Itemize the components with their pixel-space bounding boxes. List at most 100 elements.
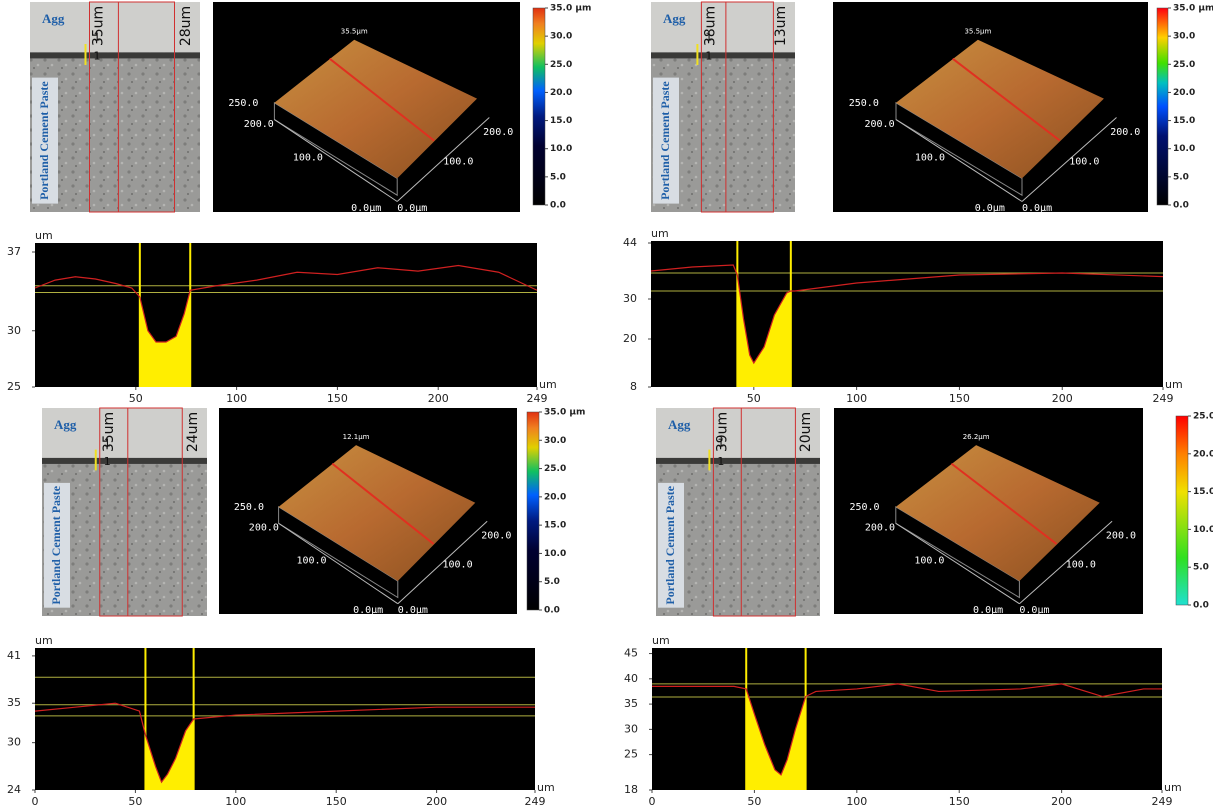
y-axis-label: 100.0 [293, 152, 323, 163]
x-tick-label: 100 [226, 392, 247, 405]
profile-line [650, 264, 1164, 365]
marker-top: 1 [104, 436, 111, 449]
x-tick-label: 249 [1153, 392, 1174, 405]
surface-box [278, 505, 399, 599]
x-unit: um [1164, 781, 1182, 794]
x-tick-label: 100 [846, 392, 867, 405]
z-max-label: 35.5µm [964, 27, 991, 35]
y-axis-label: 250.0 [849, 98, 879, 109]
x-axis-label: 100.0 [443, 157, 473, 168]
y-tick-label: 30 [623, 292, 637, 305]
interface [30, 52, 200, 59]
colorbar-label: 10.0 [1173, 144, 1195, 154]
colorbar-label: 10.0 [550, 144, 572, 154]
y-axis-label: 200.0 [244, 119, 274, 130]
y-axis-label: 200.0 [865, 119, 895, 130]
surface-trace [331, 462, 435, 545]
colorbar-label: 25.0 [550, 60, 572, 70]
colorbar-label: 30.0 [544, 436, 566, 446]
interface [42, 457, 207, 464]
x-tick-label: 249 [525, 795, 546, 808]
axis-y [895, 522, 1020, 605]
y-unit: um [652, 634, 670, 647]
y-axis-label: 100.0 [914, 555, 944, 566]
depth-fill [737, 275, 791, 387]
colorbar-label: 25.0 µm [1193, 412, 1213, 422]
x-axis-label: 0.0µm [398, 605, 428, 616]
marker-bottom: 1 [705, 50, 712, 63]
axis-y [895, 119, 1023, 202]
x-axis-label: 100.0 [1066, 560, 1096, 571]
colorbar-label: 5.0 [550, 172, 566, 182]
y-tick-label: 45 [624, 647, 638, 660]
y-axis-label: 250.0 [228, 98, 258, 109]
z-max-label: 12.1µm [343, 433, 370, 441]
colorbar [526, 411, 540, 611]
x-tick-label: 50 [129, 392, 143, 405]
colorbar-label: 35.0 µm [544, 408, 585, 418]
y-unit: um [35, 634, 53, 647]
y-axis-label: 0.0µm [975, 203, 1005, 214]
profile-line [34, 702, 535, 784]
right-width-label: 13um [773, 6, 789, 46]
profile-plot [35, 648, 535, 790]
axis-y [274, 119, 398, 202]
paste-label-box [653, 77, 679, 204]
depth-fill [139, 290, 191, 387]
y-unit: um [35, 229, 53, 242]
y-axis-label: 0.0µm [351, 203, 381, 214]
colorbar-label: 20.0 [544, 492, 566, 502]
colorbar-label: 0.0 [544, 606, 560, 616]
x-axis-label: 0.0µm [397, 203, 427, 214]
x-tick-label: 50 [128, 795, 142, 808]
x-tick-label: 249 [1152, 795, 1173, 808]
aggregate-region [656, 408, 820, 458]
y-tick-label: 20 [623, 332, 637, 345]
axis-x [1021, 117, 1117, 202]
aggregate-label: Agg [668, 417, 691, 432]
axis-x [1019, 520, 1113, 605]
x-tick-label: 200 [1051, 795, 1072, 808]
surface-box [273, 101, 398, 197]
axis-x [396, 117, 490, 202]
aggregate-label: Agg [54, 417, 77, 432]
right-width-label: 24um [185, 412, 201, 452]
colorbar-label: 15.0 [1193, 487, 1213, 497]
aggregate-region [651, 2, 795, 53]
left-width-label: 38um [702, 6, 718, 46]
x-axis-label: 100.0 [443, 560, 473, 571]
colorbar-label: 25.0 [1173, 60, 1195, 70]
x-axis-label: 0.0µm [1019, 605, 1049, 616]
profile-plot [651, 241, 1163, 387]
y-axis-label: 200.0 [865, 522, 895, 533]
x-tick-label: 0 [32, 795, 39, 808]
y-unit: um [651, 227, 669, 240]
aggregate-label: Agg [42, 11, 65, 26]
z-max-label: 26.2µm [963, 433, 990, 441]
paste-label: Portland Cement Paste [658, 81, 672, 200]
left-width-label: 39um [714, 412, 730, 452]
x-tick-label: 150 [327, 392, 348, 405]
surface-map [278, 445, 476, 582]
colorbar [532, 7, 546, 206]
marker-top: 1 [94, 31, 101, 44]
x-unit: um [1165, 378, 1183, 391]
x-tick-label: 50 [747, 795, 761, 808]
profile-line [652, 683, 1162, 776]
y-tick-label: 25 [7, 380, 21, 393]
y-tick-label: 30 [7, 324, 21, 337]
colorbar [1156, 7, 1169, 206]
aggregate-region [30, 2, 200, 53]
left-width-label: 35um [91, 6, 107, 46]
aggregate-region [42, 408, 207, 458]
colorbar-label: 0.0 [1193, 601, 1209, 611]
measure-region [99, 407, 183, 617]
y-tick-label: 35 [7, 696, 21, 709]
depth-fill [746, 688, 806, 790]
paste-label: Portland Cement Paste [49, 485, 63, 604]
y-axis-label: 100.0 [915, 152, 945, 163]
x-axis-label: 200.0 [1106, 531, 1136, 542]
x-tick-label: 150 [949, 795, 970, 808]
right-width-label: 28um [178, 6, 194, 46]
